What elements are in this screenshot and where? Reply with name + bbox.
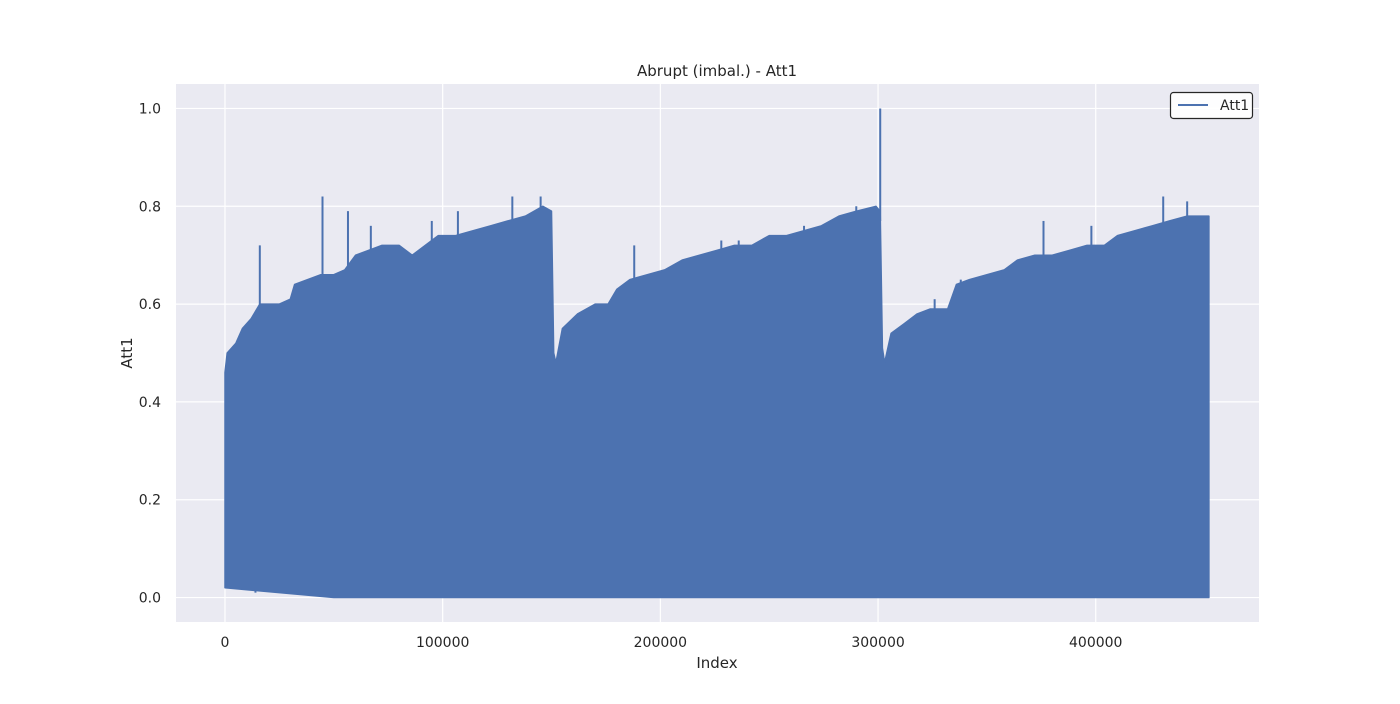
legend-frame <box>1169 91 1254 120</box>
legend: Att1 <box>1169 91 1254 120</box>
x-tick-label: 0 <box>221 635 230 651</box>
x-axis-label: Index <box>696 654 737 672</box>
x-tick-label: 200000 <box>634 635 687 651</box>
x-tick-label: 100000 <box>416 635 469 651</box>
legend-label-att1: Att1 <box>1220 98 1249 114</box>
chart-title: Abrupt (imbal.) - Att1 <box>637 62 797 80</box>
y-tick-label: 0.0 <box>139 591 161 607</box>
y-axis-label: Att1 <box>118 337 136 368</box>
x-tick-label: 300000 <box>851 635 904 651</box>
y-tick-label: 0.8 <box>139 199 161 215</box>
y-tick-label: 1.0 <box>139 101 161 117</box>
y-tick-label: 0.4 <box>139 395 161 411</box>
y-tick-label: 0.6 <box>139 297 161 313</box>
tick-labels: 0 100000 200000 300000 400000 0.0 0.2 0.4 0.6 0.8… <box>139 101 1123 651</box>
series-layer <box>224 108 1210 599</box>
x-tick-label: 400000 <box>1069 635 1122 651</box>
y-tick-label: 0.2 <box>139 493 161 509</box>
series-band-att1 <box>224 205 1210 599</box>
